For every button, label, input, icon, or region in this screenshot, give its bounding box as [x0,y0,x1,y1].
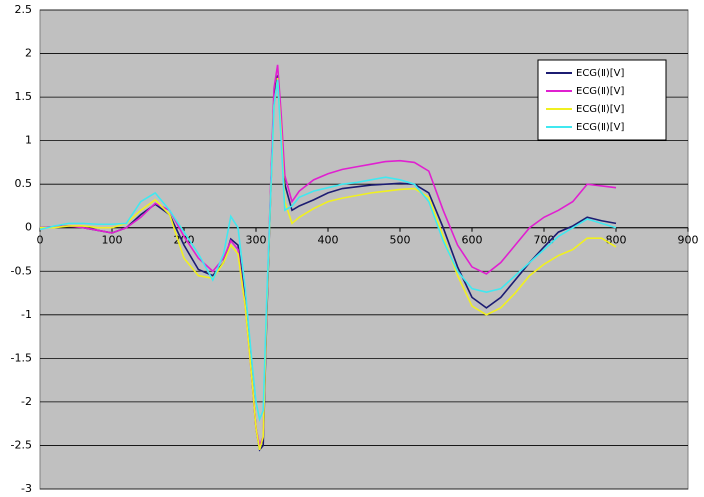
legend: ECG(Ⅱ)[V] ECG(Ⅱ)[V] ECG(Ⅱ)[V] ECG(Ⅱ)[V] [537,59,667,141]
y-tick-label: -1.5 [11,351,32,364]
x-tick-label: 600 [462,234,483,247]
y-tick-label: -2.5 [11,438,32,451]
y-tick-label: -2 [21,395,32,408]
legend-label: ECG(Ⅱ)[V] [576,68,625,79]
y-tick-label: 1.5 [15,90,33,103]
x-tick-label: 500 [390,234,411,247]
y-tick-label: -3 [21,482,32,495]
x-tick-label: 300 [246,234,267,247]
legend-label: ECG(Ⅱ)[V] [576,104,625,115]
x-tick-label: 100 [102,234,123,247]
series-line [39,79,617,423]
legend-label: ECG(Ⅱ)[V] [576,86,625,97]
y-tick-label: 2 [25,47,32,60]
y-tick-label: 0.5 [15,177,33,190]
x-tick-label: 0 [37,234,44,247]
y-tick-label: -0.5 [11,264,32,277]
x-tick-label: 700 [534,234,555,247]
x-tick-label: 800 [606,234,627,247]
y-tick-label: -1 [21,308,32,321]
legend-label: ECG(Ⅱ)[V] [576,122,625,133]
x-tick-label: 400 [318,234,339,247]
y-tick-label: 2.5 [15,3,33,16]
x-tick-label: 900 [678,234,699,247]
y-tick-label: 1 [25,134,32,147]
y-tick-label: 0 [25,221,32,234]
